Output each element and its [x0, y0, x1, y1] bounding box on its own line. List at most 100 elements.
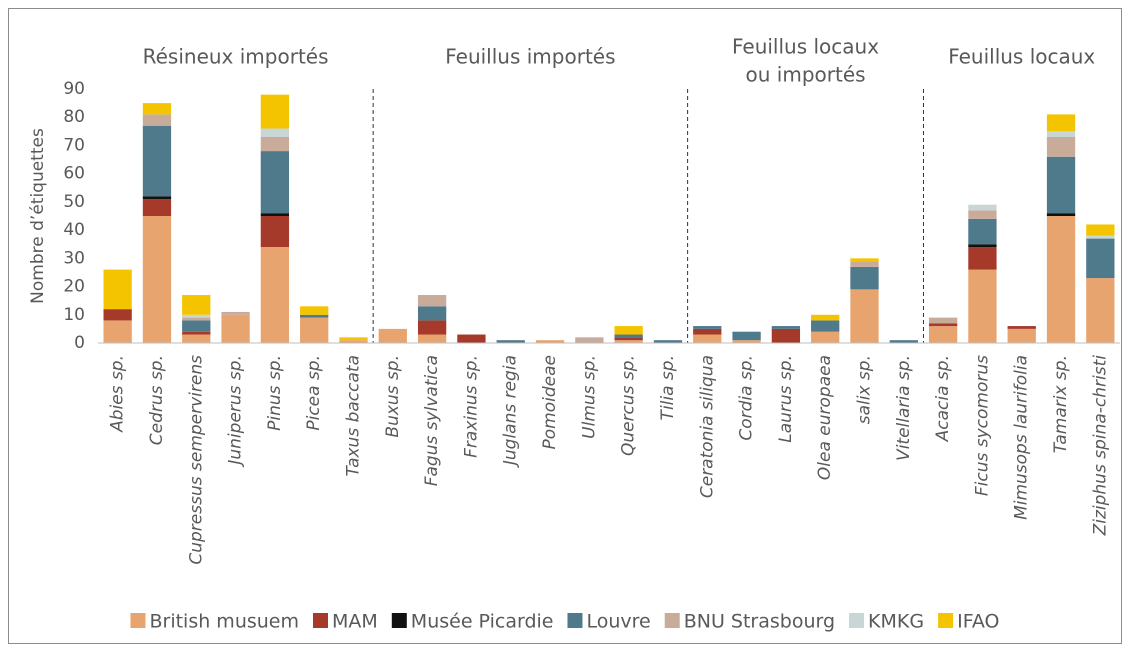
bar-segment [103, 269, 132, 310]
bar-segment [182, 314, 211, 318]
bar-segment [811, 331, 840, 343]
bar-segment [614, 334, 643, 338]
bar-segment [457, 334, 486, 343]
x-tick-label: Pinus sp. [265, 355, 285, 431]
y-axis-label: Nombre d’étiquettes [28, 128, 48, 304]
x-tick-label: Acacia sp. [933, 355, 953, 442]
x-tick-label: Ziziphus spina-christi [1090, 355, 1110, 537]
bar-segment [142, 125, 172, 197]
bar-segment [1086, 235, 1115, 239]
bar-segment [968, 204, 997, 211]
bar-segment [339, 337, 368, 341]
bar-segment [142, 196, 172, 200]
bar-segment [260, 136, 290, 152]
bar-segment [260, 216, 290, 248]
x-tick-label: Olea europaea [815, 355, 835, 480]
bar-segment [1046, 114, 1076, 132]
bar-segment [417, 295, 447, 307]
x-tick-label: Buxus sp. [383, 355, 403, 438]
x-tick-label: Tamarix sp. [1051, 355, 1071, 453]
bar-segment [771, 326, 801, 329]
bar-segment [300, 306, 329, 315]
x-tick-label: Picea sp. [304, 355, 324, 431]
bar-segment [182, 334, 211, 343]
y-tick-label: 10 [63, 305, 85, 325]
x-tick-label: Pomoideae [540, 355, 560, 449]
bar-segment [1046, 216, 1076, 343]
bar-segment [771, 328, 801, 343]
x-tick-label: Cordia sp. [737, 355, 757, 441]
legend-swatch [313, 613, 329, 628]
y-tick-label: 80 [63, 107, 85, 127]
legend-label: IFAO [957, 611, 999, 633]
group-label: ou importés [746, 63, 866, 87]
x-tick-label: Mimusops laurifolia [1012, 355, 1032, 520]
x-tick-label: Fagus sylvatica [422, 355, 442, 486]
bar-segment [300, 317, 329, 343]
x-tick-label: Abies sp. [108, 355, 128, 433]
x-tick-label: Ficus sycomorus [972, 355, 992, 496]
bar-segment [693, 326, 722, 329]
y-tick-label: 30 [63, 248, 85, 268]
legend-label: Louvre [586, 611, 650, 633]
bar-segment [260, 151, 290, 214]
y-tick-label: 0 [74, 333, 85, 353]
bar-segment [1046, 131, 1076, 137]
y-tick-label: 50 [63, 192, 85, 212]
legend-swatch [130, 613, 146, 628]
x-tick-label: Cedrus sp. [147, 355, 167, 445]
bar-segment [850, 266, 879, 290]
bar-segment [968, 269, 997, 343]
bar-segment [260, 94, 290, 129]
bar-segment [260, 247, 290, 343]
bar-segment [693, 328, 722, 335]
bar-segment [614, 326, 643, 335]
bar-segment [614, 340, 643, 343]
x-tick-label: Laurus sp. [776, 355, 796, 443]
frame [8, 8, 1122, 644]
legend-swatch [938, 613, 954, 628]
bar-segment [850, 261, 879, 267]
bar-segment [928, 323, 958, 327]
x-tick-label: Juniperus sp. [226, 355, 246, 468]
legend-label: MAM [332, 611, 378, 633]
bar-segment [417, 320, 447, 335]
x-tick-label: Juglans regia [501, 355, 521, 468]
bar-segment [614, 337, 643, 341]
y-tick-label: 90 [63, 79, 85, 99]
x-tick-label: Vitellaria sp. [894, 355, 914, 461]
bar-segment [811, 314, 840, 321]
bar-segment [732, 331, 761, 341]
x-tick-label: Tilia sp. [658, 355, 678, 420]
bar-segment [378, 328, 407, 343]
bar-segment [142, 216, 172, 343]
x-tick-label: Ulmus sp. [579, 355, 599, 439]
x-tick-label: Quercus sp. [619, 355, 639, 456]
legend-label: Musée Picardie [411, 611, 554, 633]
bar-segment [182, 295, 211, 315]
bar-segment [575, 337, 604, 343]
y-tick-label: 20 [63, 277, 85, 297]
x-tick-label: Taxus baccata [344, 355, 364, 477]
bar-segment [221, 314, 250, 343]
x-tick-label: salix sp. [855, 355, 875, 424]
bar-segment [1007, 326, 1036, 329]
bar-segment [968, 218, 997, 245]
bar-segment [221, 311, 250, 315]
bar-segment [968, 247, 997, 270]
bar-segment [417, 306, 447, 321]
bar-segment [103, 309, 132, 321]
bar-segment [732, 340, 761, 343]
bar-segment [103, 320, 132, 343]
bar-segment [182, 317, 211, 321]
x-tick-label: Ceratonia siliqua [697, 355, 717, 498]
bar-segment [850, 258, 879, 262]
bar-segment [1007, 328, 1036, 343]
bar-segment [417, 334, 447, 343]
bar-segment [1046, 156, 1076, 214]
bar-segment [300, 314, 329, 318]
bar-segment [142, 199, 172, 216]
bar-segment [968, 210, 997, 219]
legend-label: British musuem [149, 611, 299, 633]
